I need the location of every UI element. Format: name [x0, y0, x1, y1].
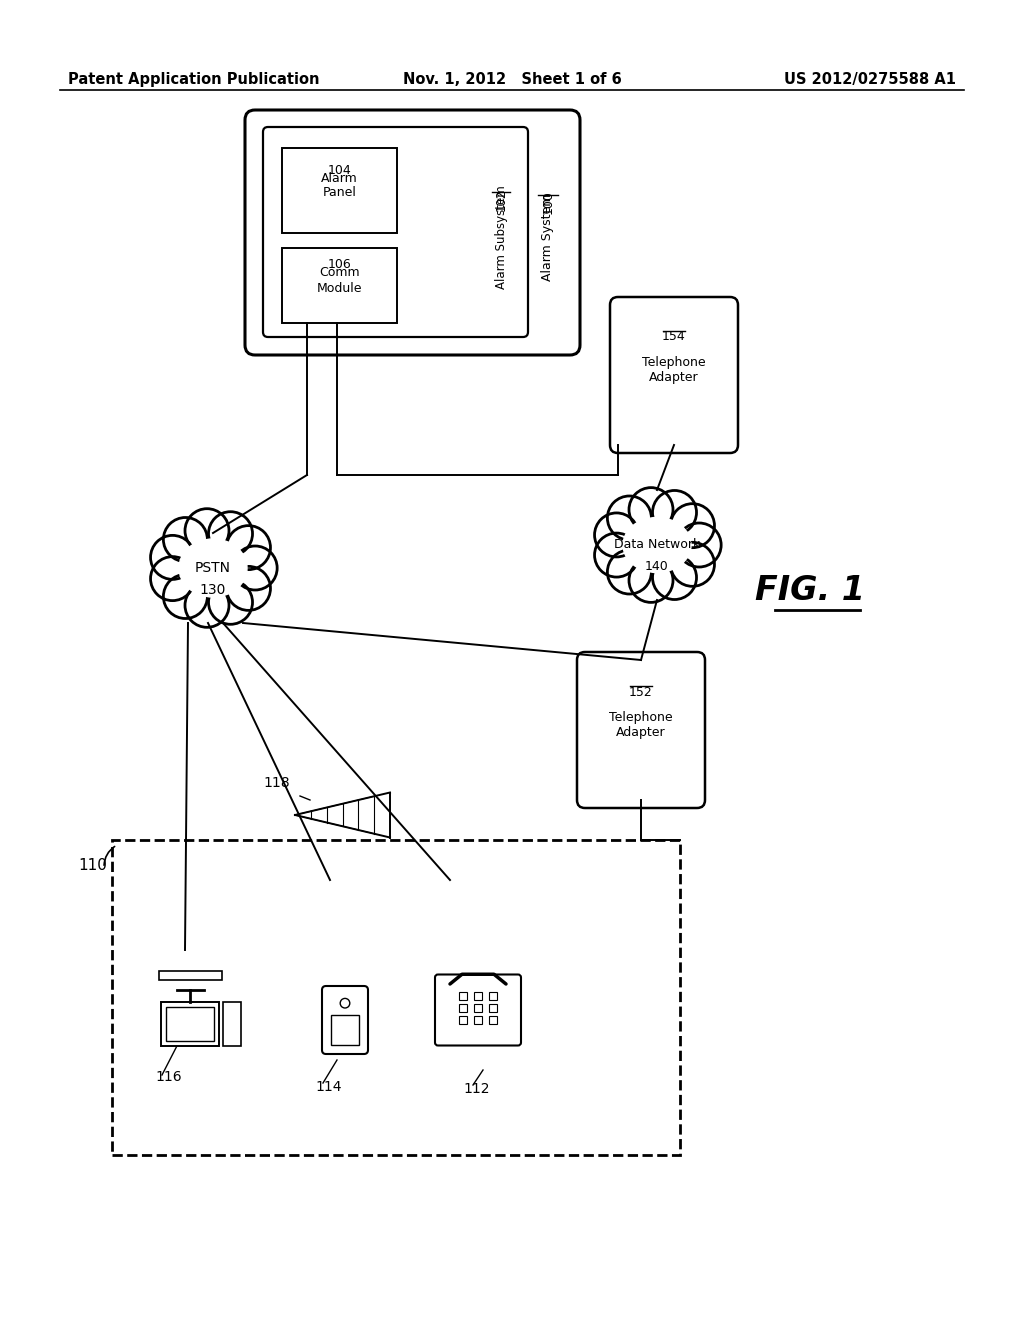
Circle shape — [607, 550, 651, 594]
Bar — [474, 1016, 482, 1024]
Text: Alarm
Panel: Alarm Panel — [322, 172, 357, 199]
FancyBboxPatch shape — [112, 840, 680, 1155]
Circle shape — [629, 487, 673, 532]
FancyBboxPatch shape — [166, 1007, 214, 1041]
Circle shape — [677, 523, 721, 568]
Text: Comm
Module: Comm Module — [316, 267, 362, 294]
Bar — [474, 1003, 482, 1011]
FancyBboxPatch shape — [577, 652, 705, 808]
Text: 112: 112 — [463, 1082, 489, 1096]
Bar — [489, 1016, 497, 1024]
Text: 140: 140 — [645, 561, 669, 573]
Text: 114: 114 — [315, 1080, 341, 1094]
Circle shape — [595, 513, 639, 557]
FancyBboxPatch shape — [322, 986, 368, 1053]
Bar — [489, 991, 497, 999]
FancyBboxPatch shape — [610, 297, 738, 453]
Circle shape — [151, 557, 195, 601]
Circle shape — [164, 517, 208, 561]
Text: US 2012/0275588 A1: US 2012/0275588 A1 — [784, 73, 956, 87]
Text: Alarm Subsystem: Alarm Subsystem — [495, 185, 508, 289]
Circle shape — [185, 508, 229, 553]
Text: FIG. 1: FIG. 1 — [755, 573, 865, 606]
Bar — [489, 1003, 497, 1011]
Text: 152: 152 — [629, 685, 653, 698]
Circle shape — [233, 546, 278, 590]
Text: 110: 110 — [78, 858, 106, 873]
Circle shape — [607, 496, 651, 540]
FancyBboxPatch shape — [245, 110, 580, 355]
Text: 100: 100 — [542, 190, 555, 214]
Text: 106: 106 — [328, 259, 351, 272]
FancyBboxPatch shape — [263, 127, 528, 337]
Ellipse shape — [172, 533, 254, 603]
Circle shape — [226, 525, 270, 570]
Text: PSTN: PSTN — [195, 561, 231, 576]
Text: 130: 130 — [200, 583, 226, 597]
Circle shape — [226, 566, 270, 610]
Circle shape — [652, 556, 696, 599]
FancyBboxPatch shape — [435, 974, 521, 1045]
Bar — [459, 1016, 467, 1024]
Circle shape — [185, 583, 229, 627]
Circle shape — [164, 574, 208, 619]
Text: Nov. 1, 2012   Sheet 1 of 6: Nov. 1, 2012 Sheet 1 of 6 — [402, 73, 622, 87]
Text: Telephone
Adapter: Telephone Adapter — [609, 711, 673, 739]
Ellipse shape — [179, 539, 247, 597]
Circle shape — [652, 491, 696, 535]
FancyBboxPatch shape — [159, 970, 221, 981]
FancyBboxPatch shape — [282, 148, 397, 234]
Circle shape — [340, 998, 350, 1008]
Text: Patent Application Publication: Patent Application Publication — [68, 73, 319, 87]
Bar — [459, 991, 467, 999]
FancyBboxPatch shape — [223, 1002, 242, 1045]
Text: Alarm System: Alarm System — [542, 194, 555, 281]
Circle shape — [151, 536, 195, 579]
Text: 102: 102 — [495, 189, 508, 211]
Ellipse shape — [623, 517, 691, 573]
Circle shape — [209, 512, 253, 556]
Circle shape — [629, 558, 673, 602]
Circle shape — [209, 581, 253, 624]
Text: 116: 116 — [155, 1071, 181, 1084]
FancyBboxPatch shape — [331, 1015, 359, 1045]
Text: 118: 118 — [263, 776, 290, 789]
Bar — [459, 1003, 467, 1011]
FancyBboxPatch shape — [282, 248, 397, 323]
Text: Data Network: Data Network — [613, 539, 700, 552]
Bar — [474, 991, 482, 999]
Ellipse shape — [616, 512, 697, 578]
Text: 104: 104 — [328, 164, 351, 177]
Text: 154: 154 — [663, 330, 686, 343]
Text: Telephone
Adapter: Telephone Adapter — [642, 356, 706, 384]
Circle shape — [595, 533, 639, 577]
FancyBboxPatch shape — [161, 1002, 219, 1045]
Circle shape — [671, 543, 715, 586]
Circle shape — [671, 504, 715, 548]
